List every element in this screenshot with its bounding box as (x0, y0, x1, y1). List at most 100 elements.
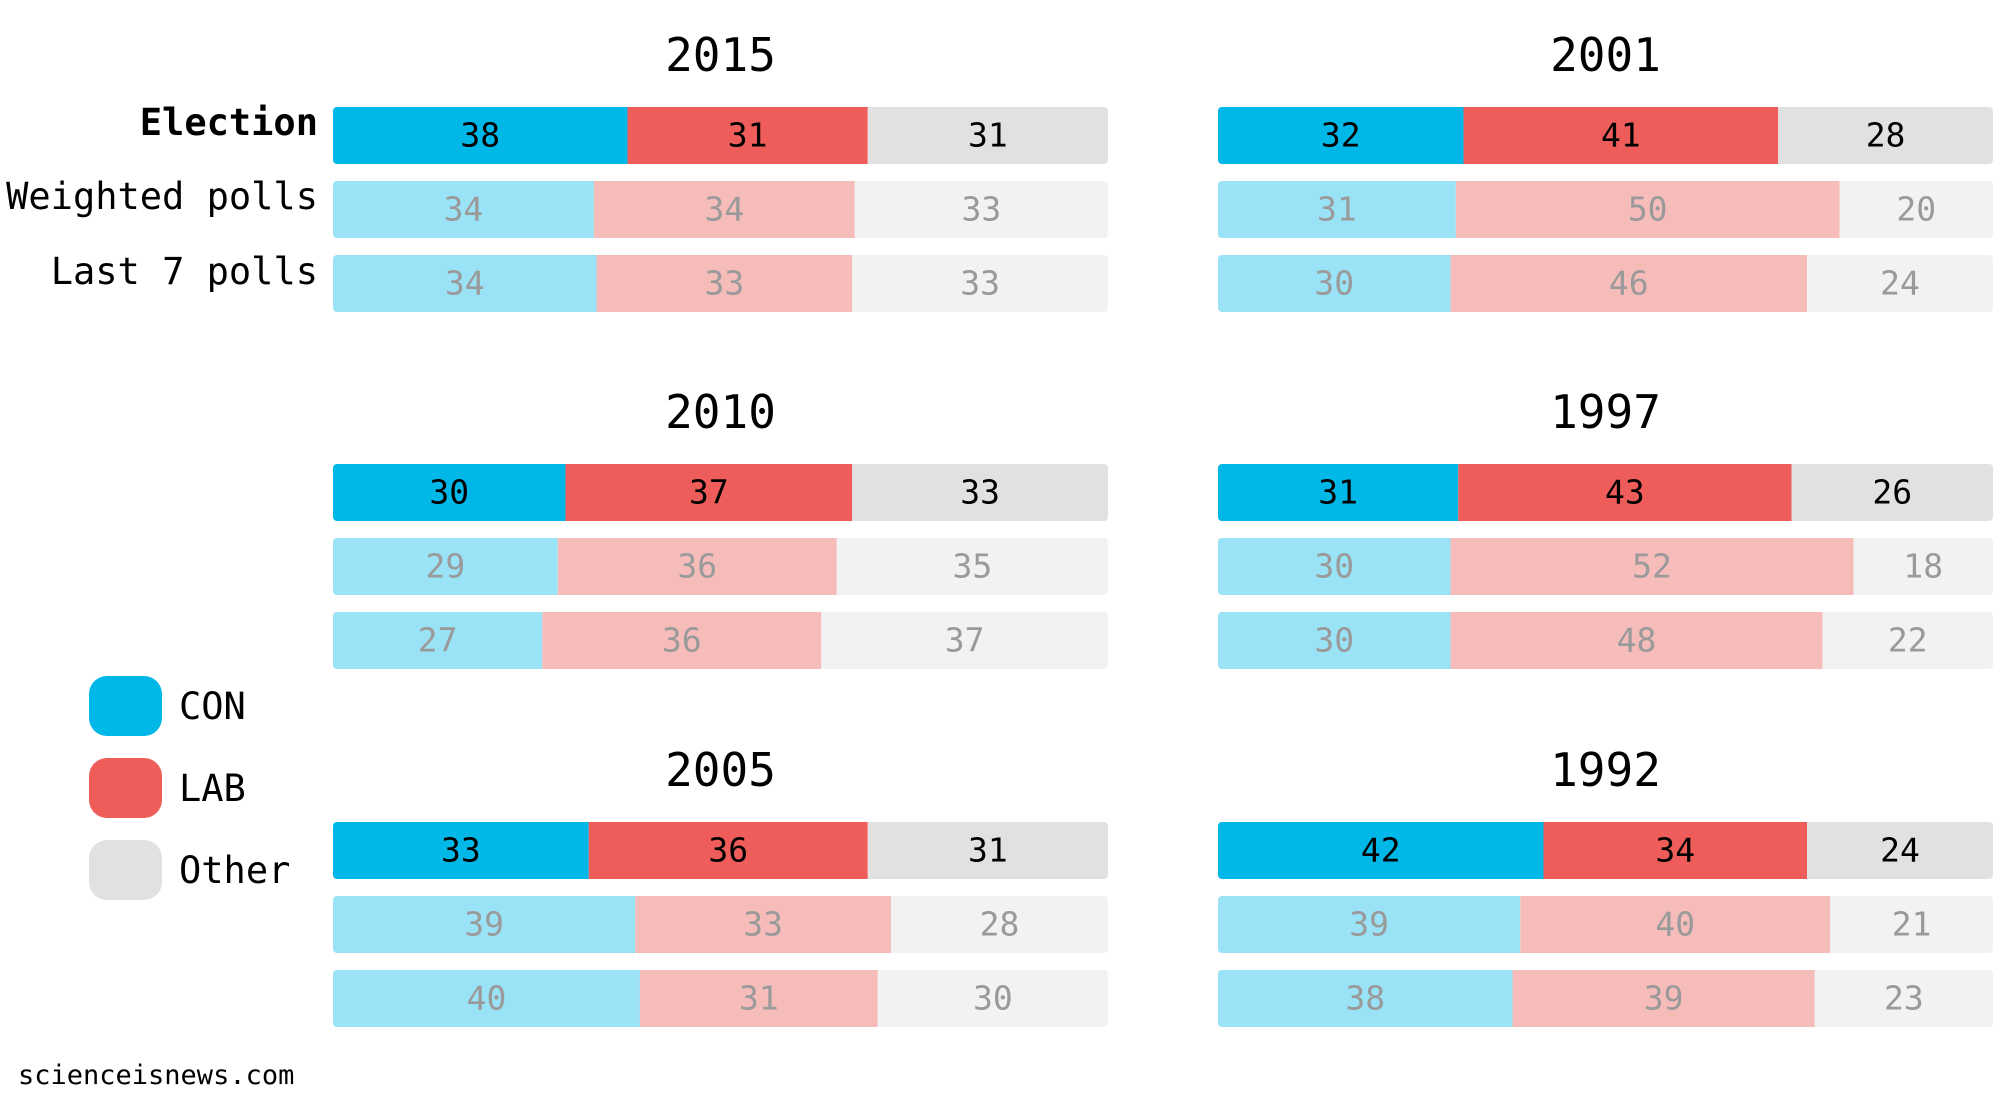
data-label-other-2015-last-7-polls: 33 (960, 264, 1000, 303)
bar-segment-con-1992-last-7-polls (1218, 970, 1513, 1027)
data-label-lab-2005-weighted-polls: 33 (743, 905, 783, 944)
bar-segment-other-1992-last-7-polls (1814, 970, 1993, 1027)
bar-segment-con-2001-election (1218, 107, 1464, 164)
bar-segment-con-2010-last-7-polls (333, 612, 543, 669)
bar-segment-other-2015-weighted-polls (854, 181, 1108, 238)
data-label-lab-2015-election: 31 (728, 116, 768, 155)
bar-segment-con-2001-weighted-polls (1218, 181, 1456, 238)
bar-segment-con-2015-election (333, 107, 628, 164)
panel-1992: 1992 42 34 24 39 40 21 38 39 23 (1218, 743, 1993, 1027)
bar-row-2010-last-7-polls: 27 36 37 (333, 612, 1108, 669)
data-label-other-2001-last-7-polls: 24 (1880, 264, 1920, 303)
data-label-lab-1997-last-7-polls: 48 (1617, 621, 1657, 660)
row-labels: Election Weighted polls Last 7 polls (6, 101, 318, 293)
panel-title-1992: 1992 (1550, 743, 1661, 797)
data-label-other-2015-election: 31 (968, 116, 1008, 155)
bar-segment-con-2010-election (333, 464, 566, 521)
bar-row-2015-last-7-polls: 34 33 33 (333, 255, 1108, 312)
data-label-other-2010-last-7-polls: 37 (945, 621, 985, 660)
bar-segment-lab-2001-last-7-polls (1450, 255, 1807, 312)
data-label-lab-1992-election: 34 (1655, 831, 1695, 870)
bar-segment-other-1992-weighted-polls (1830, 896, 1993, 953)
data-label-other-1997-election: 26 (1872, 473, 1912, 512)
bar-segment-con-1992-election (1218, 822, 1544, 879)
data-label-con-1992-weighted-polls: 39 (1349, 905, 1389, 944)
bar-segment-con-2015-last-7-polls (333, 255, 597, 312)
bar-segment-lab-2010-weighted-polls (557, 538, 837, 595)
data-label-con-1997-weighted-polls: 30 (1314, 547, 1354, 586)
data-label-con-1997-election: 31 (1318, 473, 1358, 512)
data-label-other-2001-election: 28 (1866, 116, 1906, 155)
panel-title-2005: 2005 (665, 743, 776, 797)
bar-segment-lab-2001-weighted-polls (1455, 181, 1840, 238)
bar-segment-con-1997-weighted-polls (1218, 538, 1451, 595)
data-label-con-2001-election: 32 (1321, 116, 1361, 155)
data-label-lab-2001-last-7-polls: 46 (1609, 264, 1649, 303)
data-label-lab-1997-weighted-polls: 52 (1632, 547, 1672, 586)
bar-segment-other-2005-last-7-polls (877, 970, 1108, 1027)
bar-segment-lab-1992-election (1543, 822, 1807, 879)
data-label-con-1992-election: 42 (1361, 831, 1401, 870)
bar-row-1997-last-7-polls: 30 48 22 (1218, 612, 1993, 669)
bar-row-1997-election: 31 43 26 (1218, 464, 1993, 521)
data-label-con-2010-election: 30 (429, 473, 469, 512)
data-label-con-2005-election: 33 (441, 831, 481, 870)
panel-title-2001: 2001 (1550, 28, 1661, 82)
bar-segment-lab-2010-election (565, 464, 853, 521)
panel-2015: 2015 38 31 31 34 34 33 34 33 33 (333, 28, 1108, 312)
legend: CON LAB Other (89, 676, 290, 900)
bar-row-2001-last-7-polls: 30 46 24 (1218, 255, 1993, 312)
bar-segment-lab-1997-weighted-polls (1450, 538, 1854, 595)
bar-segment-other-2001-last-7-polls (1807, 255, 1993, 312)
panel-2001: 2001 32 41 28 31 50 20 30 46 24 (1218, 28, 1993, 312)
data-label-other-2001-weighted-polls: 20 (1896, 190, 1936, 229)
legend-label-other: Other (179, 849, 290, 892)
bar-segment-lab-2001-election (1463, 107, 1779, 164)
data-label-lab-1992-weighted-polls: 40 (1655, 905, 1695, 944)
data-label-lab-2015-last-7-polls: 33 (705, 264, 745, 303)
bar-segment-other-2010-last-7-polls (821, 612, 1108, 669)
bar-segment-other-2005-election (867, 822, 1108, 879)
panel-2005: 2005 33 36 31 39 33 28 40 31 30 (333, 743, 1108, 1027)
bar-segment-lab-1997-election (1458, 464, 1792, 521)
legend-swatch-lab (89, 758, 162, 818)
data-label-other-1997-last-7-polls: 22 (1888, 621, 1928, 660)
bar-row-1992-last-7-polls: 38 39 23 (1218, 970, 1993, 1027)
data-label-other-1992-weighted-polls: 21 (1892, 905, 1932, 944)
data-label-other-2015-weighted-polls: 33 (962, 190, 1002, 229)
bar-row-2005-election: 33 36 31 (333, 822, 1108, 879)
panel-title-2015: 2015 (665, 28, 776, 82)
bar-segment-lab-1997-last-7-polls (1450, 612, 1823, 669)
data-label-lab-2010-election: 37 (689, 473, 729, 512)
panel-title-1997: 1997 (1550, 385, 1661, 439)
bar-row-2015-election: 38 31 31 (333, 107, 1108, 164)
data-label-con-2005-last-7-polls: 40 (467, 979, 507, 1018)
data-label-lab-2010-last-7-polls: 36 (662, 621, 702, 660)
data-label-other-1992-last-7-polls: 23 (1884, 979, 1924, 1018)
bar-segment-other-1992-election (1807, 822, 1993, 879)
bar-segment-con-2005-last-7-polls (333, 970, 640, 1027)
data-label-con-2005-weighted-polls: 39 (464, 905, 504, 944)
bar-row-2005-last-7-polls: 40 31 30 (333, 970, 1108, 1027)
panel-title-2010: 2010 (665, 385, 776, 439)
bar-segment-other-2001-weighted-polls (1839, 181, 1993, 238)
data-label-other-2005-weighted-polls: 28 (980, 905, 1020, 944)
data-label-lab-1992-last-7-polls: 39 (1644, 979, 1684, 1018)
data-label-con-1997-last-7-polls: 30 (1314, 621, 1354, 660)
bar-segment-lab-2005-election (588, 822, 868, 879)
bar-segment-lab-1992-last-7-polls (1512, 970, 1815, 1027)
data-label-lab-2001-election: 41 (1601, 116, 1641, 155)
bar-segment-con-1997-election (1218, 464, 1459, 521)
panels-layer: 2015 38 31 31 34 34 33 34 33 33 2001 32 41 28 31 50 20 30… (333, 28, 1993, 1027)
bar-segment-lab-2015-last-7-polls (596, 255, 853, 312)
data-label-lab-2005-last-7-polls: 31 (739, 979, 779, 1018)
bar-row-2005-weighted-polls: 39 33 28 (333, 896, 1108, 953)
legend-swatch-other (89, 840, 162, 900)
bar-segment-con-2005-election (333, 822, 589, 879)
bar-segment-lab-2005-weighted-polls (635, 896, 891, 953)
bar-segment-con-2010-weighted-polls (333, 538, 558, 595)
bar-segment-con-2015-weighted-polls (333, 181, 594, 238)
data-label-con-2001-last-7-polls: 30 (1314, 264, 1354, 303)
bar-segment-lab-1992-weighted-polls (1520, 896, 1831, 953)
